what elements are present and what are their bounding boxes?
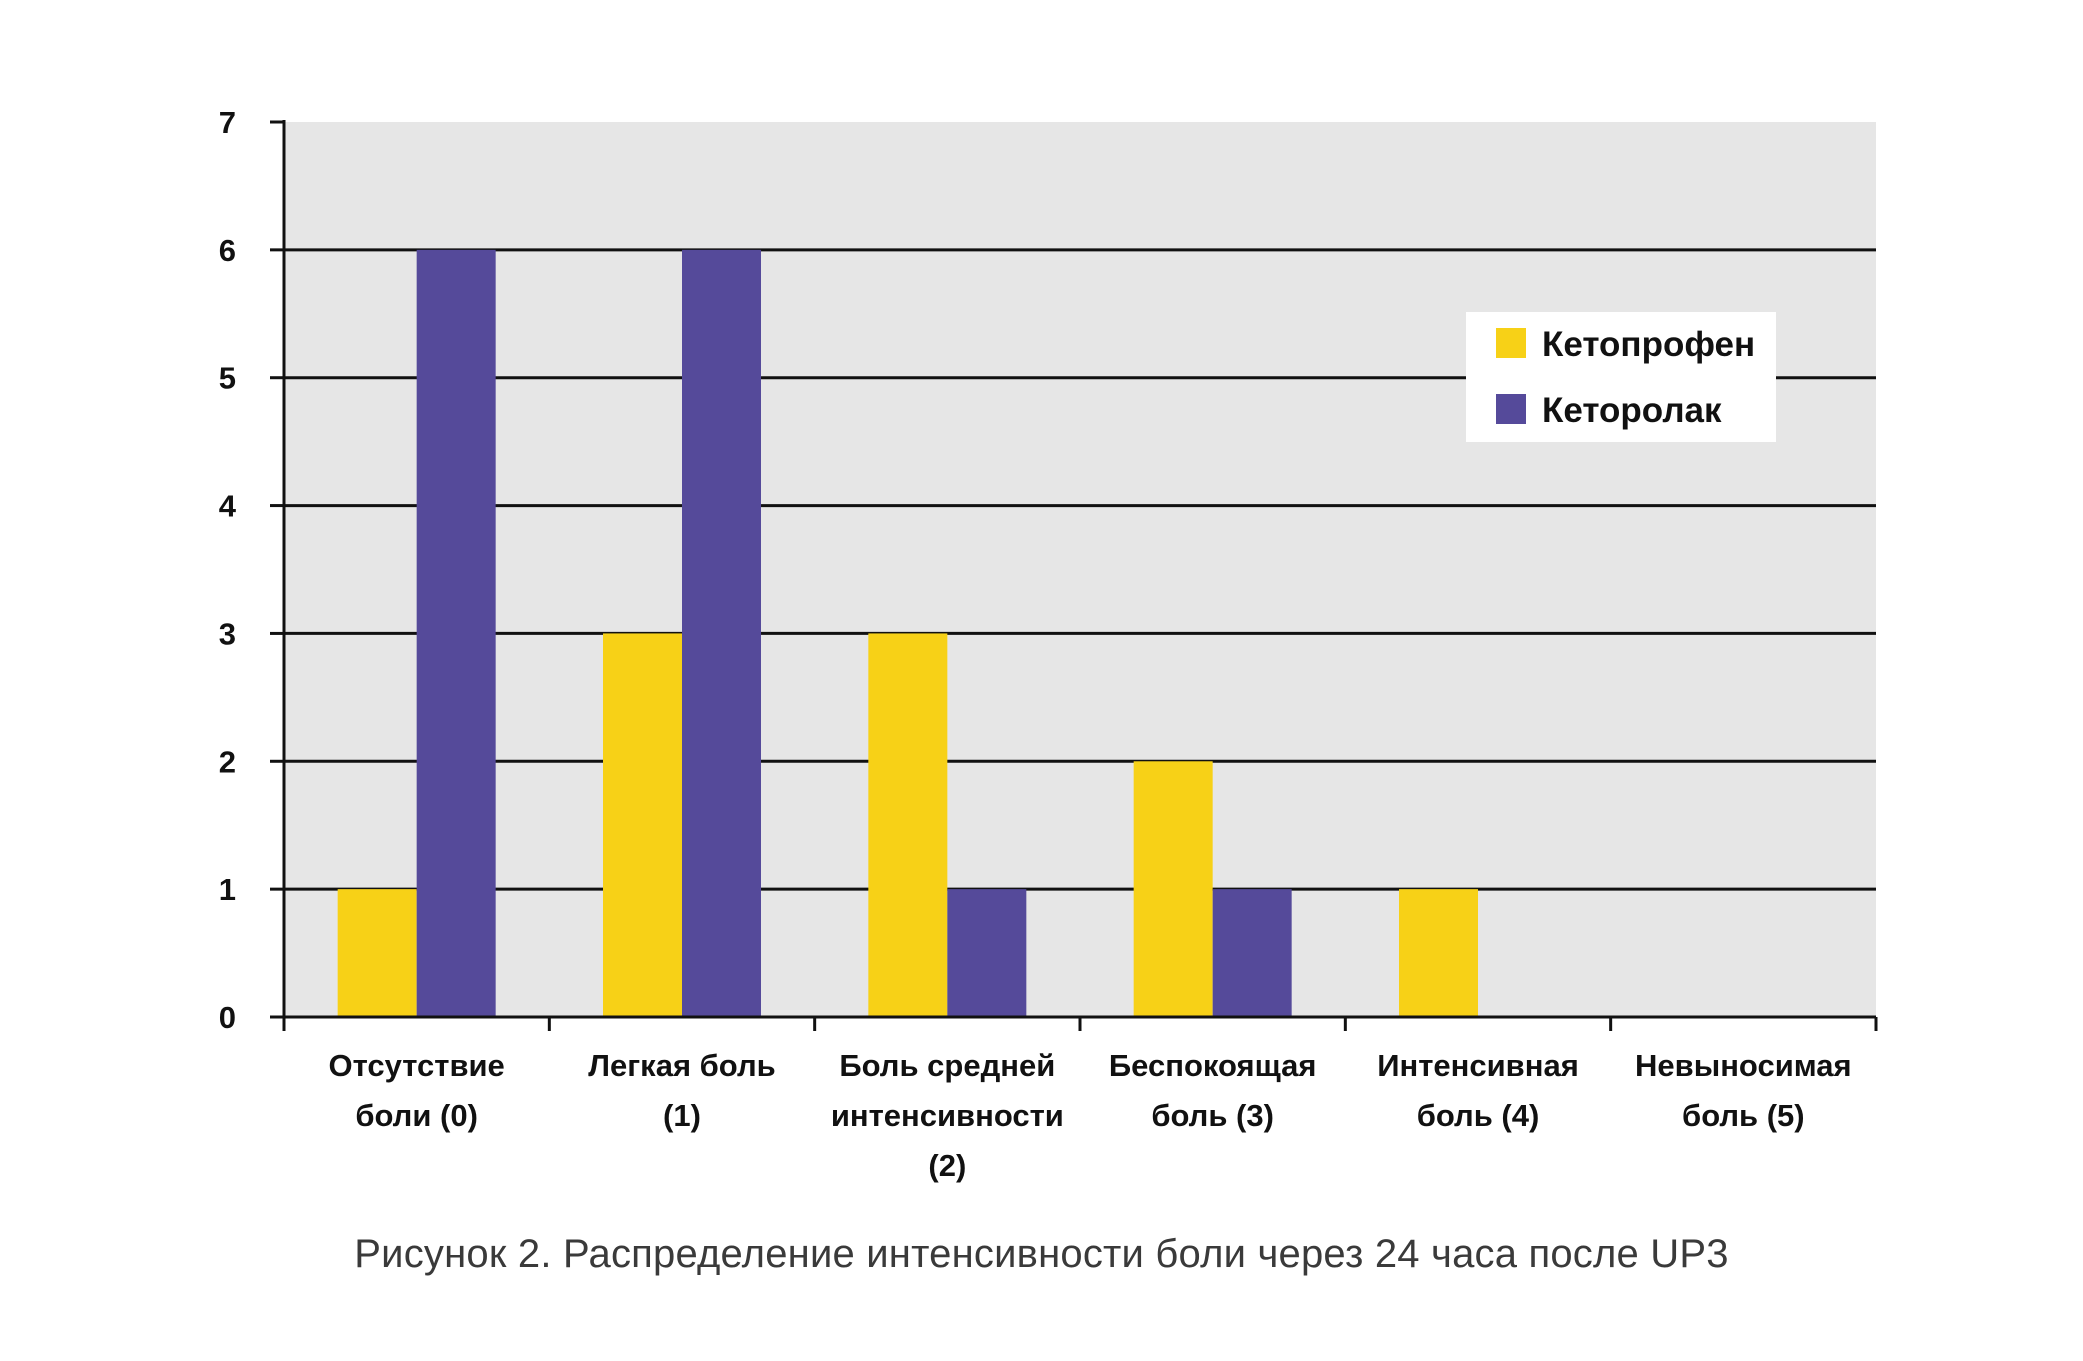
- y-tick-label: 3: [219, 616, 236, 651]
- bar-ketorolac: [1212, 889, 1292, 1017]
- bar-ketoprofen: [603, 633, 682, 1017]
- bar-ketoprofen: [1133, 761, 1213, 1017]
- y-axis-ticks: 0 1 2 3 4 5 6 7: [219, 105, 237, 1035]
- x-category-label: Отсутствие: [329, 1048, 505, 1083]
- plot-background: [284, 122, 1876, 1017]
- axes: [270, 120, 1878, 1031]
- bar-ketorolac: [947, 889, 1027, 1017]
- y-tick-label: 1: [219, 872, 236, 907]
- x-category-label: Интенсивная: [1377, 1048, 1579, 1083]
- x-category-label: интенсивности: [831, 1098, 1064, 1133]
- legend: Кетопрофен Кеторолак: [1466, 312, 1776, 442]
- legend-label: Кетопрофен: [1542, 325, 1755, 364]
- bar-ketorolac: [682, 249, 761, 1017]
- y-tick-label: 6: [219, 233, 236, 268]
- x-category-label: Легкая боль: [588, 1048, 775, 1083]
- y-tick-label: 4: [219, 489, 237, 524]
- legend-swatch: [1496, 394, 1526, 424]
- bar-ketoprofen: [868, 633, 948, 1017]
- bar-ketoprofen: [337, 889, 417, 1017]
- x-category-label: боль (5): [1682, 1098, 1805, 1133]
- y-tick-label: 2: [219, 744, 236, 779]
- y-tick-label: 0: [219, 1000, 236, 1035]
- bars: [337, 249, 1478, 1017]
- y-tick-label: 7: [219, 105, 236, 140]
- x-category-label: Невыносимая: [1635, 1048, 1852, 1083]
- x-axis-labels: Отсутствие боли (0) Легкая боль (1) Боль сре…: [329, 1048, 1852, 1183]
- x-category-label: Беспокоящая: [1109, 1048, 1317, 1083]
- figure-caption: Рисунок 2. Распределение интенсивности б…: [354, 1232, 1729, 1276]
- x-category-label: (2): [928, 1148, 966, 1183]
- x-category-label: боль (4): [1417, 1098, 1540, 1133]
- x-category-label: Боль средней: [839, 1048, 1055, 1083]
- legend-swatch: [1496, 328, 1526, 358]
- x-category-label: (1): [663, 1098, 701, 1133]
- bar-ketorolac: [416, 249, 496, 1017]
- x-category-label: боли (0): [355, 1098, 478, 1133]
- gridlines: [284, 248, 1876, 891]
- y-tick-label: 5: [219, 361, 236, 396]
- legend-label: Кеторолак: [1542, 391, 1722, 430]
- x-category-label: боль (3): [1151, 1098, 1274, 1133]
- bar-ketoprofen: [1399, 889, 1478, 1017]
